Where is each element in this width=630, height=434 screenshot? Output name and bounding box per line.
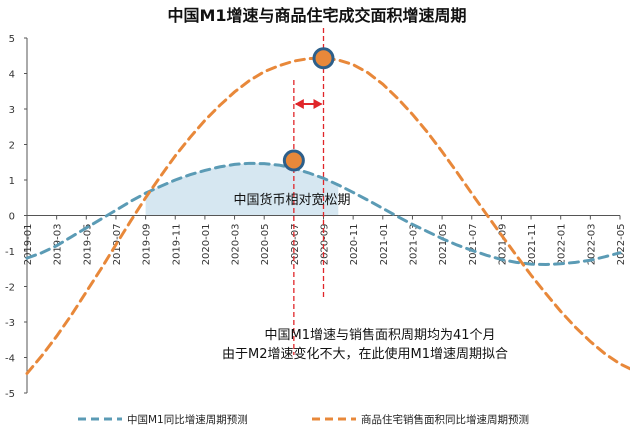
x-tick-label: 2021-09 <box>497 224 508 266</box>
legend-label-housing: 商品住宅销售面积同比增速周期预测 <box>361 413 529 426</box>
y-tick-label: -5 <box>5 389 15 400</box>
x-tick-label: 2021-11 <box>527 224 538 266</box>
legend: 中国M1同比增速周期预测 商品住宅销售面积同比增速周期预测 <box>78 413 529 426</box>
x-tick-label: 2021-07 <box>468 224 479 266</box>
x-tick-label: 2020-01 <box>201 224 212 266</box>
x-tick-label: 2020-05 <box>260 224 271 266</box>
x-tick-label: 2021-05 <box>438 224 449 266</box>
x-tick-label: 2020-03 <box>231 223 242 265</box>
shaded-region-label: 中国货币相对宽松期 <box>233 192 350 208</box>
y-tick-label: -2 <box>5 283 15 294</box>
x-tick-label: 2019-01 <box>23 224 34 266</box>
chart-title: 中国M1增速与商品住宅成交面积增速周期 <box>167 6 466 25</box>
y-tick-label: -4 <box>5 354 15 365</box>
y-tick-label: 2 <box>9 141 15 152</box>
x-tick-label: 2019-09 <box>142 224 153 266</box>
y-tick-label: 5 <box>9 34 15 45</box>
series-lines <box>25 56 630 375</box>
annotation-line-2: 由于M2增速变化不大，在此使用M1增速周期拟合 <box>222 346 508 362</box>
x-tick-label: 2019-11 <box>171 224 182 266</box>
reference-lines <box>293 28 325 355</box>
y-tick-label: 4 <box>9 70 15 81</box>
y-tick-label: -1 <box>5 247 15 258</box>
lag-arrow-head-left <box>294 99 304 109</box>
legend-label-m1: 中国M1同比增速周期预测 <box>127 413 248 426</box>
annotation-line-1: 中国M1增速与销售面积周期均为41个月 <box>264 327 495 343</box>
y-tick-label: 1 <box>9 176 15 187</box>
y-tick-label: -3 <box>5 318 15 329</box>
lag-arrow-head-right <box>313 99 323 109</box>
x-tick-label: 2019-05 <box>82 224 93 266</box>
shaded-region <box>145 163 339 216</box>
peak-markers <box>282 47 335 172</box>
series-line-m1 <box>25 161 622 266</box>
x-tick-label: 2022-01 <box>557 224 568 266</box>
x-tick-label: 2020-11 <box>349 224 360 266</box>
peak-marker <box>312 47 335 70</box>
x-tick-label: 2021-01 <box>379 224 390 266</box>
x-tick-label: 2020-09 <box>320 224 331 266</box>
series-line-housing <box>25 56 630 375</box>
x-tick-label: 2020-07 <box>290 224 301 266</box>
x-tick-label: 2022-03 <box>586 224 597 266</box>
y-tick-label: 3 <box>9 105 15 116</box>
x-tick-label: 2021-03 <box>408 224 419 266</box>
peak-marker <box>282 149 305 172</box>
x-tick-label: 2022-05 <box>616 224 627 266</box>
y-tick-label: 0 <box>9 212 15 223</box>
shaded-area <box>145 163 339 216</box>
